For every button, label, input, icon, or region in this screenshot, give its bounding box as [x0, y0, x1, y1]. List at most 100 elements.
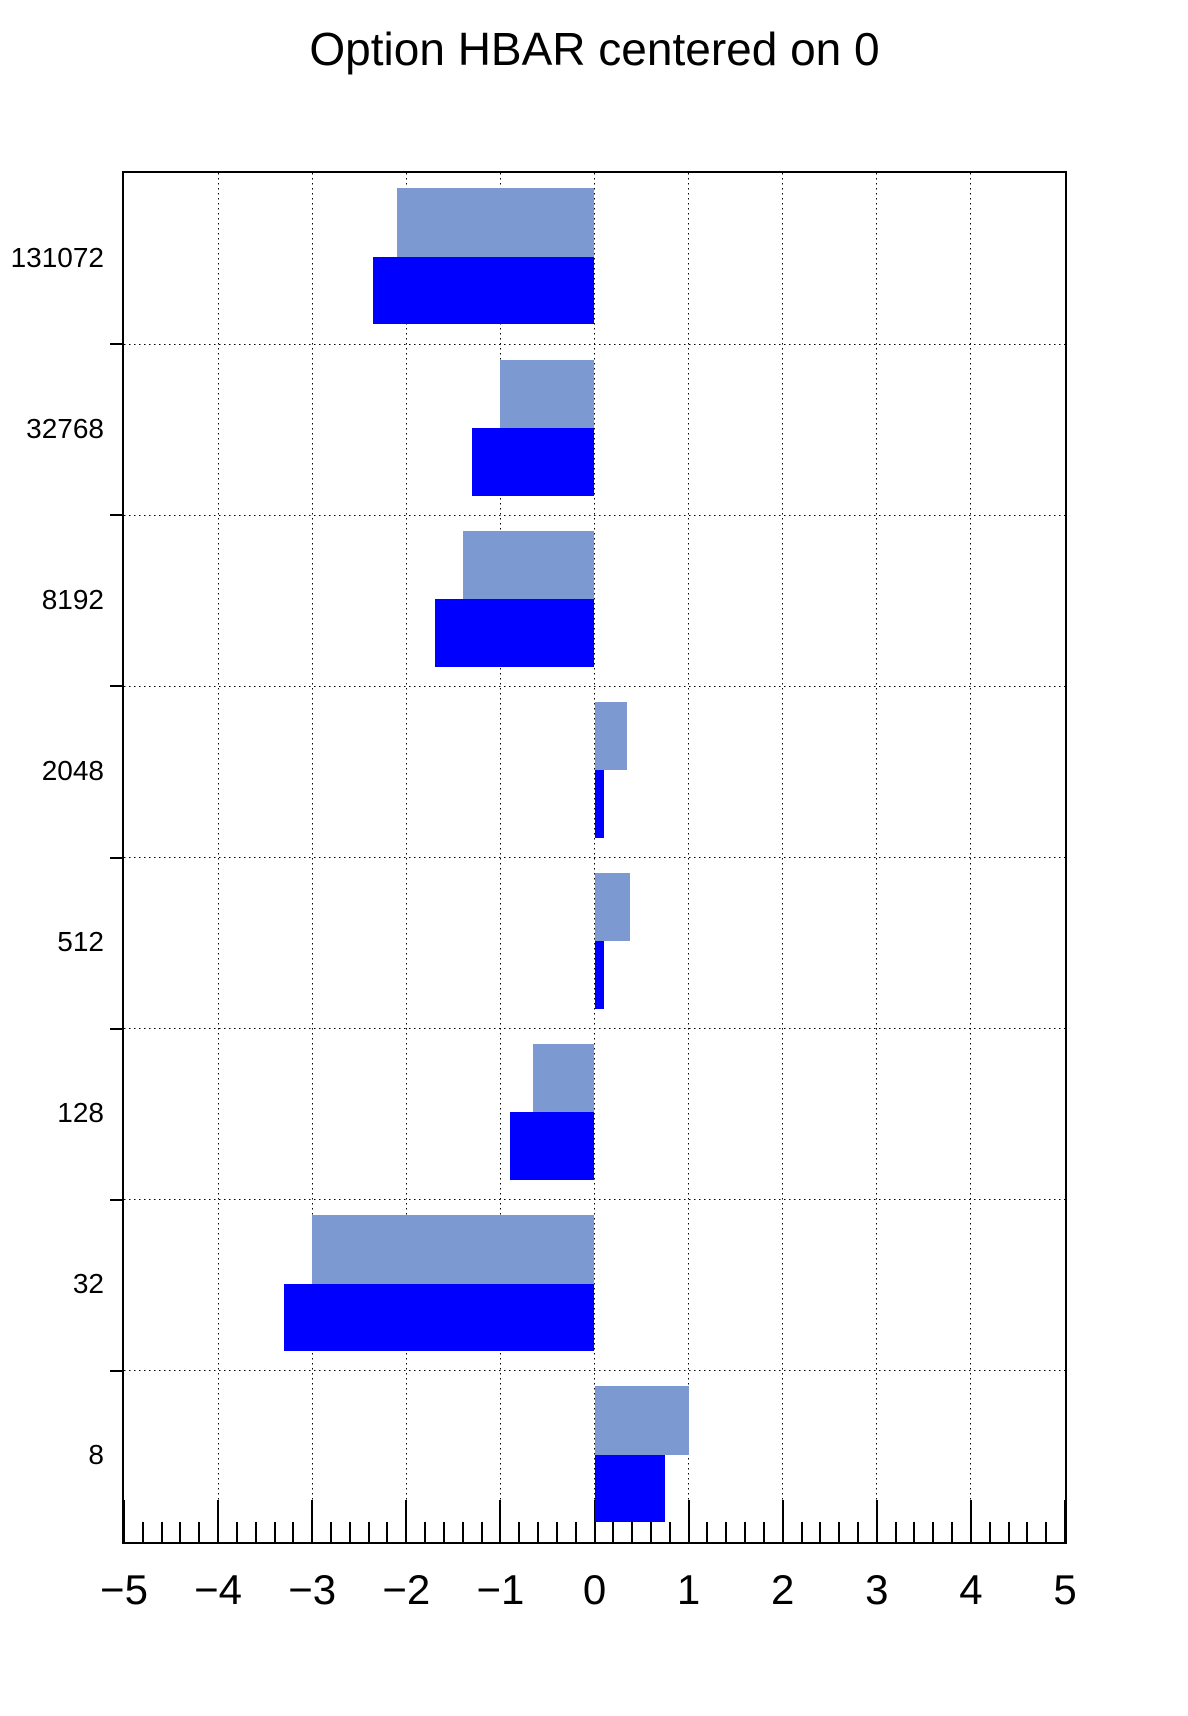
- y-grid-line: [124, 1028, 1065, 1030]
- x-axis-minor-tick: [179, 1522, 182, 1542]
- y-category-label: 131072: [10, 241, 104, 273]
- x-axis-minor-tick: [235, 1522, 238, 1542]
- bar-32768-light-blue-bars: [500, 359, 595, 428]
- y-category-label: 8: [88, 1439, 104, 1471]
- y-grid-line: [124, 343, 1065, 345]
- x-axis-minor-tick: [1045, 1522, 1048, 1542]
- bar-8-light-blue-bars: [594, 1386, 689, 1455]
- x-axis-major-tick: [311, 1500, 314, 1542]
- y-grid-line: [124, 514, 1065, 516]
- x-axis-major-tick: [499, 1500, 502, 1542]
- x-axis-major-tick: [875, 1500, 878, 1542]
- bar-512-blue-bars: [594, 941, 604, 1009]
- y-grid-line: [124, 685, 1065, 687]
- x-axis-minor-tick: [856, 1522, 859, 1542]
- x-axis-minor-tick: [612, 1522, 615, 1542]
- y-category-label: 32768: [26, 412, 104, 444]
- x-tick-label: 0: [582, 1566, 607, 1613]
- x-axis-minor-tick: [273, 1522, 276, 1542]
- x-axis-minor-tick: [932, 1522, 935, 1542]
- x-axis-minor-tick: [744, 1522, 747, 1542]
- y-category-label: 128: [57, 1097, 104, 1129]
- x-axis-minor-tick: [649, 1522, 652, 1542]
- x-axis-minor-tick: [348, 1522, 351, 1542]
- y-category-label: 512: [57, 926, 104, 958]
- bar-128-light-blue-bars: [533, 1044, 595, 1113]
- x-tick-label: 4: [959, 1566, 983, 1613]
- x-axis-minor-tick: [292, 1522, 295, 1542]
- y-axis-tick: [110, 1369, 122, 1372]
- x-axis-minor-tick: [951, 1522, 954, 1542]
- y-grid-line: [124, 1199, 1065, 1201]
- x-axis-minor-tick: [1007, 1522, 1010, 1542]
- bar-8192-light-blue-bars: [462, 530, 595, 600]
- x-axis-minor-tick: [800, 1522, 803, 1542]
- x-axis-minor-tick: [386, 1522, 389, 1542]
- chart-title: Option HBAR centered on 0: [309, 23, 880, 75]
- y-axis-tick: [110, 343, 122, 346]
- x-axis-major-tick: [217, 1500, 220, 1542]
- x-axis-minor-tick: [706, 1522, 709, 1542]
- bar-8192-blue-bars: [434, 599, 595, 667]
- x-axis-minor-tick: [461, 1522, 464, 1542]
- y-category-label: 8192: [41, 583, 104, 615]
- y-axis-tick: [110, 685, 122, 688]
- x-axis-minor-tick: [668, 1522, 671, 1542]
- x-axis-minor-tick: [631, 1522, 634, 1542]
- x-axis-minor-tick: [254, 1522, 257, 1542]
- y-axis-tick: [110, 1027, 122, 1030]
- x-axis-minor-tick: [424, 1522, 427, 1542]
- x-tick-label: −4: [194, 1566, 243, 1613]
- x-axis-minor-tick: [141, 1522, 144, 1542]
- x-axis-minor-tick: [838, 1522, 841, 1542]
- x-axis-minor-tick: [480, 1522, 483, 1542]
- y-category-label: 32: [72, 1268, 104, 1300]
- x-axis-minor-tick: [762, 1522, 765, 1542]
- bar-32768-blue-bars: [472, 427, 595, 496]
- x-axis-major-tick: [781, 1500, 784, 1542]
- y-category-label: 2048: [41, 754, 104, 786]
- x-tick-label: 1: [676, 1566, 701, 1613]
- y-axis-tick: [110, 514, 122, 517]
- x-axis-minor-tick: [1026, 1522, 1029, 1542]
- bar-2048-blue-bars: [594, 770, 604, 838]
- bar-128-blue-bars: [509, 1112, 595, 1181]
- x-axis-minor-tick: [555, 1522, 558, 1542]
- x-tick-label: −1: [476, 1566, 525, 1613]
- y-axis-tick: [110, 856, 122, 859]
- x-axis-minor-tick: [819, 1522, 822, 1542]
- x-tick-label: −2: [382, 1566, 431, 1613]
- x-tick-label: −5: [100, 1566, 148, 1613]
- x-axis-major-tick: [123, 1500, 125, 1542]
- x-tick-label: 5: [1053, 1566, 1077, 1613]
- x-axis-minor-tick: [725, 1522, 728, 1542]
- x-axis-minor-tick: [988, 1522, 991, 1542]
- x-axis-major-tick: [969, 1500, 972, 1542]
- x-axis-minor-tick: [913, 1522, 916, 1542]
- x-axis-minor-tick: [198, 1522, 201, 1542]
- x-axis-minor-tick: [574, 1522, 577, 1542]
- x-axis-major-tick: [1064, 1500, 1066, 1542]
- y-grid-line: [124, 857, 1065, 858]
- x-axis-minor-tick: [894, 1522, 897, 1542]
- x-axis-minor-tick: [367, 1522, 370, 1542]
- x-axis-major-tick: [405, 1500, 408, 1542]
- bar-32-blue-bars: [283, 1283, 595, 1352]
- bar-512-light-blue-bars: [594, 872, 631, 942]
- x-axis-minor-tick: [537, 1522, 540, 1542]
- y-axis-tick: [110, 1198, 122, 1201]
- bar-131072-light-blue-bars: [396, 188, 595, 257]
- bar-131072-blue-bars: [373, 256, 595, 325]
- x-tick-label: −3: [288, 1566, 337, 1613]
- x-axis-minor-tick: [518, 1522, 521, 1542]
- x-axis-minor-tick: [160, 1522, 163, 1542]
- y-grid-line: [124, 1370, 1065, 1372]
- bar-8-blue-bars: [594, 1454, 666, 1523]
- x-axis-minor-tick: [330, 1522, 333, 1542]
- x-axis-minor-tick: [442, 1522, 445, 1542]
- x-tick-label: 2: [771, 1566, 795, 1613]
- bar-2048-light-blue-bars: [594, 701, 628, 771]
- plot-frame: [110, 171, 1067, 1544]
- bar-32-light-blue-bars: [312, 1215, 595, 1284]
